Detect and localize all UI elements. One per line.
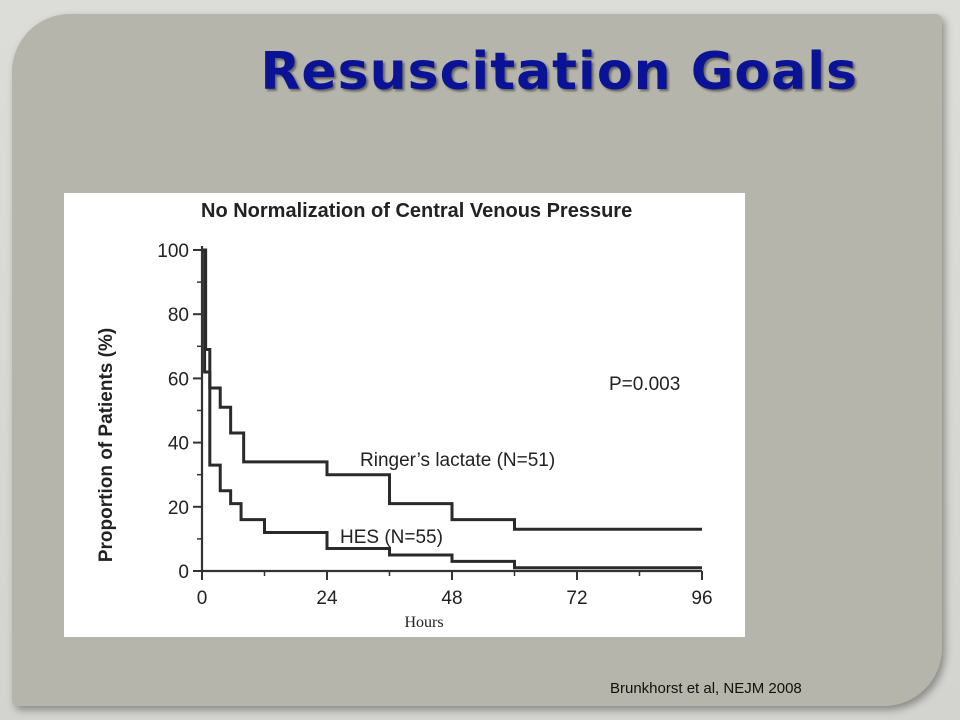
x-tick-label: 0 bbox=[197, 588, 208, 609]
citation: Brunkhorst et al, NEJM 2008 bbox=[610, 680, 802, 697]
slide-title: Resuscitation Goals bbox=[260, 42, 858, 102]
chart-image: No Normalization of Central Venous Press… bbox=[64, 193, 745, 637]
y-tick-label: 80 bbox=[168, 305, 189, 326]
chart-series bbox=[202, 248, 702, 570]
series-label-hes: HES (N=55) bbox=[340, 527, 443, 548]
chart-ticks: 0 20 40 60 80 100 0 24 48 72 96 bbox=[157, 241, 712, 609]
y-tick-label: 60 bbox=[168, 369, 189, 390]
chart-axes bbox=[200, 246, 702, 573]
x-axis-label: Hours bbox=[404, 614, 444, 631]
y-tick-label: 100 bbox=[157, 241, 189, 262]
x-tick-label: 24 bbox=[316, 588, 338, 609]
series-line-ringers-lactate bbox=[202, 248, 702, 531]
y-axis-label: Proportion of Patients (%) bbox=[96, 328, 117, 562]
y-tick-label: 0 bbox=[178, 562, 189, 583]
x-tick-label: 48 bbox=[441, 588, 462, 609]
y-tick-label: 40 bbox=[168, 434, 189, 455]
p-value-annotation: P=0.003 bbox=[609, 374, 680, 395]
x-tick-label: 72 bbox=[566, 588, 587, 609]
series-label-ringers: Ringer’s lactate (N=51) bbox=[360, 450, 555, 471]
y-tick-label: 20 bbox=[168, 498, 189, 519]
chart-title: No Normalization of Central Venous Press… bbox=[201, 200, 632, 222]
x-tick-label: 96 bbox=[691, 588, 712, 609]
series-line-hes bbox=[202, 248, 702, 570]
chart-svg: No Normalization of Central Venous Press… bbox=[96, 200, 713, 609]
